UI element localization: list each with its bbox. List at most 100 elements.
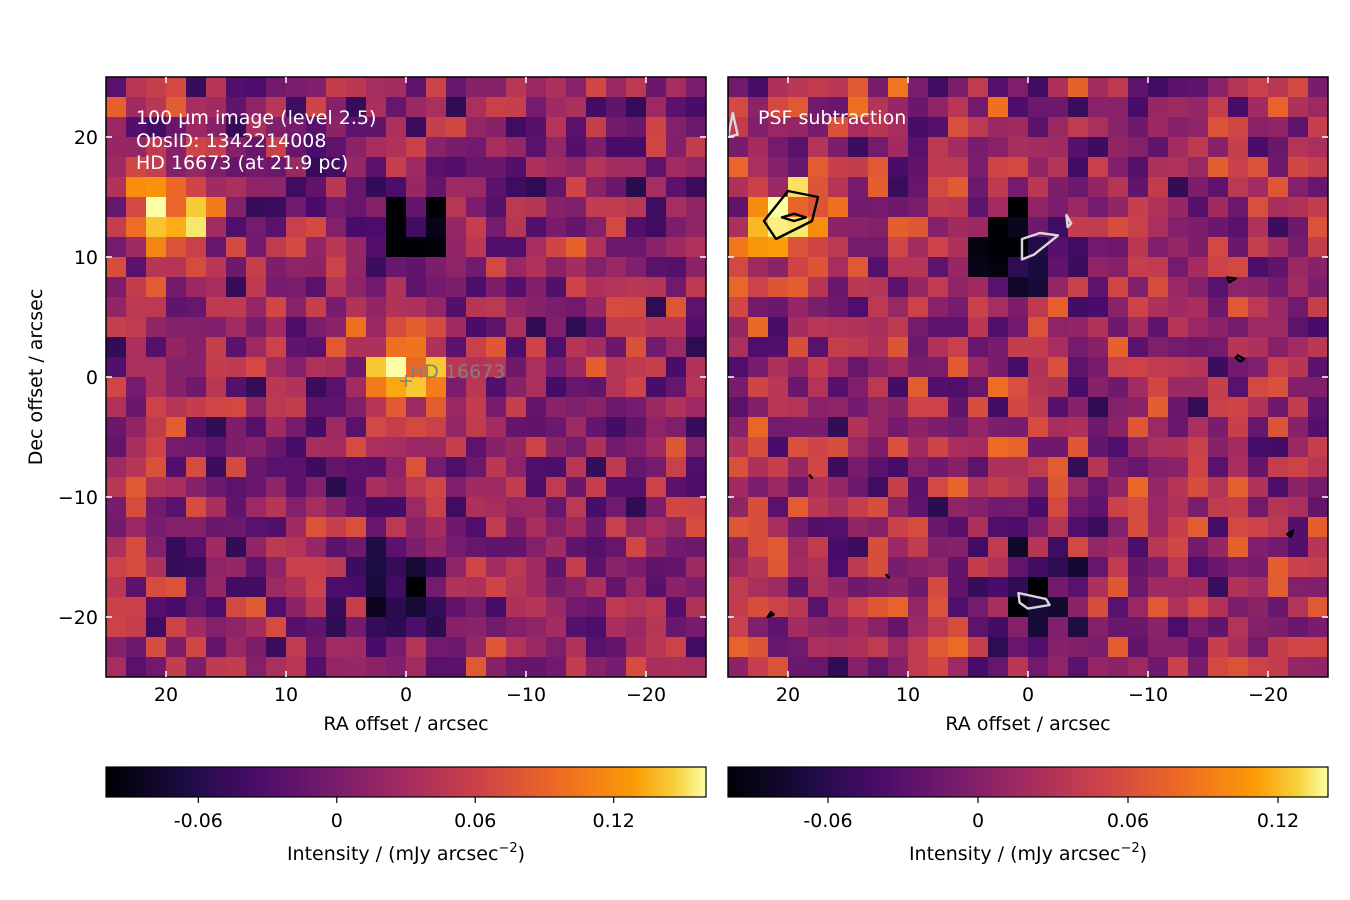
heatmap-cell — [126, 437, 147, 458]
heatmap-cell — [406, 257, 427, 278]
heatmap-cell — [486, 137, 507, 158]
heatmap-cell — [788, 117, 809, 138]
heatmap-cell — [1248, 477, 1269, 498]
heatmap-cell — [1188, 517, 1209, 538]
heatmap-cell — [868, 417, 889, 438]
heatmap-cell — [1228, 237, 1249, 258]
contour-line — [1017, 591, 1051, 610]
heatmap-cell — [106, 297, 127, 318]
heatmap-cell — [928, 577, 949, 598]
heatmap-cell — [286, 537, 307, 558]
heatmap-cell — [768, 557, 789, 578]
heatmap-cell — [626, 377, 647, 398]
heatmap-cell — [666, 617, 687, 638]
heatmap-cell — [366, 517, 387, 538]
heatmap-cell — [246, 417, 267, 438]
heatmap-cell — [406, 377, 427, 398]
heatmap-cell — [346, 297, 367, 318]
heatmap-cell — [166, 437, 187, 458]
heatmap-cell — [586, 617, 607, 638]
heatmap-cell — [586, 257, 607, 278]
heatmap-cell — [1168, 577, 1189, 598]
heatmap-cell — [526, 377, 547, 398]
heatmap-cell — [948, 497, 969, 518]
heatmap-cell — [166, 97, 187, 118]
heatmap-cell — [386, 597, 407, 618]
heatmap-cell — [768, 477, 789, 498]
heatmap-cell — [848, 277, 869, 298]
heatmap-cell — [206, 97, 227, 118]
heatmap-cell — [686, 637, 706, 658]
heatmap-cell — [768, 297, 789, 318]
heatmap-cell — [1048, 497, 1069, 518]
heatmap-cell — [1108, 397, 1129, 418]
heatmap-cell — [968, 77, 989, 98]
heatmap-cell — [828, 197, 849, 218]
heatmap-cell — [1108, 517, 1129, 538]
heatmap-cell — [1288, 357, 1309, 378]
heatmap-cell — [386, 77, 407, 98]
heatmap-cell — [728, 237, 749, 258]
heatmap-cell — [1308, 177, 1328, 198]
heatmap-cell — [486, 117, 507, 138]
heatmap-cell — [1308, 517, 1328, 538]
heatmap-cell — [848, 577, 869, 598]
heatmap-cell — [848, 237, 869, 258]
heatmap-cell — [788, 617, 809, 638]
heatmap-cell — [1028, 657, 1049, 677]
heatmap-cell — [546, 197, 567, 218]
heatmap-cell — [728, 337, 749, 358]
heatmap-cell — [848, 557, 869, 578]
heatmap-cell — [446, 477, 467, 498]
heatmap-cell — [146, 417, 167, 438]
heatmap-cell — [546, 397, 567, 418]
heatmap-cell — [1048, 237, 1069, 258]
heatmap-cell — [1148, 197, 1169, 218]
heatmap-cell — [1088, 317, 1109, 338]
heatmap-cell — [748, 517, 769, 538]
heatmap-cell — [868, 657, 889, 677]
heatmap-cell — [1088, 537, 1109, 558]
heatmap-cell — [666, 417, 687, 438]
heatmap-cell — [286, 237, 307, 258]
heatmap-cell — [486, 457, 507, 478]
heatmap-cells-right — [728, 77, 1328, 677]
heatmap-cell — [166, 497, 187, 518]
heatmap-cell — [466, 477, 487, 498]
heatmap-cell — [848, 357, 869, 378]
heatmap-cell — [486, 357, 507, 378]
heatmap-cell — [346, 577, 367, 598]
heatmap-cell — [166, 597, 187, 618]
heatmap-cell — [1128, 397, 1149, 418]
heatmap-cell — [888, 577, 909, 598]
heatmap-cell — [506, 617, 527, 638]
heatmap-cell — [888, 377, 909, 398]
heatmap-cell — [226, 197, 247, 218]
heatmap-cell — [326, 197, 347, 218]
heatmap-cell — [1268, 357, 1289, 378]
heatmap-cell — [206, 637, 227, 658]
heatmap-cell — [1188, 117, 1209, 138]
heatmap-cell — [748, 657, 769, 677]
heatmap-cell — [1128, 437, 1149, 458]
heatmap-cell — [626, 637, 647, 658]
heatmap-cell — [1108, 277, 1129, 298]
heatmap-cell — [246, 317, 267, 338]
heatmap-cell — [346, 97, 367, 118]
heatmap-cell — [1008, 277, 1029, 298]
heatmap-cell — [646, 637, 667, 658]
heatmap-cell — [1028, 517, 1049, 538]
heatmap-cell — [968, 477, 989, 498]
heatmap-cell — [908, 557, 929, 578]
heatmap-cell — [406, 197, 427, 218]
heatmap-cell — [406, 77, 427, 98]
heatmap-cell — [1248, 157, 1269, 178]
heatmap-cell — [126, 257, 147, 278]
heatmap-cell — [686, 197, 706, 218]
heatmap-cell — [1008, 317, 1029, 338]
heatmap-cell — [166, 117, 187, 138]
heatmap-cell — [748, 237, 769, 258]
heatmap-cell — [106, 237, 127, 258]
heatmap-cell — [728, 217, 749, 238]
heatmap-cell — [186, 237, 207, 258]
